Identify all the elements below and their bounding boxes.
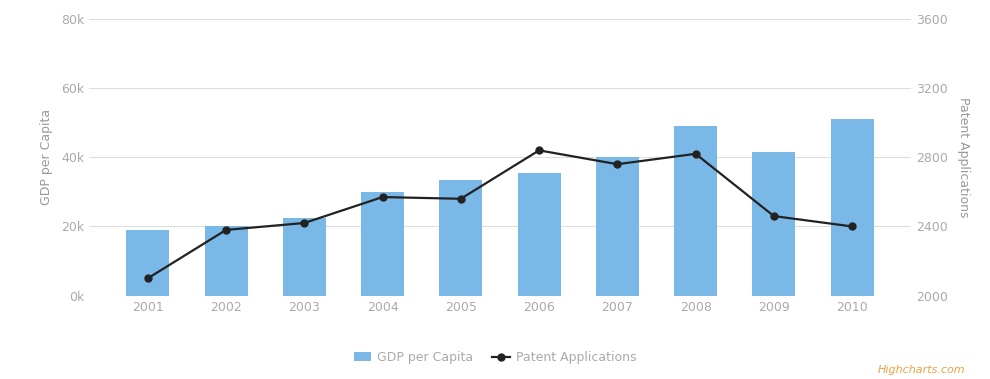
Bar — [283, 218, 326, 296]
Bar — [127, 230, 169, 296]
Bar — [596, 157, 639, 296]
Bar — [674, 126, 717, 296]
Bar — [205, 226, 248, 296]
Legend: GDP per Capita, Patent Applications: GDP per Capita, Patent Applications — [348, 346, 642, 369]
Bar — [440, 180, 482, 296]
Bar — [831, 119, 873, 296]
Y-axis label: GDP per Capita: GDP per Capita — [40, 109, 52, 205]
Bar — [518, 173, 560, 296]
Y-axis label: Patent Applications: Patent Applications — [956, 97, 970, 218]
Text: Highcharts.com: Highcharts.com — [877, 365, 965, 375]
Bar — [361, 192, 404, 296]
Bar — [752, 152, 795, 296]
